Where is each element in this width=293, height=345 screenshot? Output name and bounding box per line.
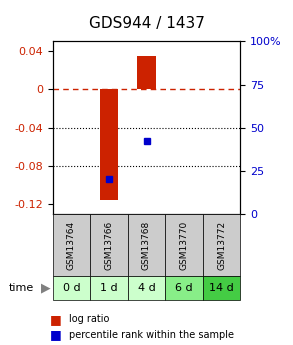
Text: 1 d: 1 d (100, 283, 118, 293)
Text: log ratio: log ratio (69, 314, 109, 324)
Text: GSM13768: GSM13768 (142, 220, 151, 269)
Text: GSM13770: GSM13770 (180, 220, 188, 269)
Bar (100, 89, 118, 199)
Bar (137, 56, 156, 89)
Text: GSM13772: GSM13772 (217, 220, 226, 269)
Text: 0 d: 0 d (63, 283, 80, 293)
Text: ■: ■ (50, 313, 62, 326)
Text: 6 d: 6 d (175, 283, 193, 293)
Text: ▶: ▶ (41, 282, 51, 295)
Text: 4 d: 4 d (138, 283, 155, 293)
Text: GSM13766: GSM13766 (105, 220, 113, 269)
Text: GSM13764: GSM13764 (67, 220, 76, 269)
Text: 14 d: 14 d (209, 283, 234, 293)
Text: GDS944 / 1437: GDS944 / 1437 (88, 16, 205, 31)
Text: time: time (9, 283, 34, 293)
Text: ■: ■ (50, 328, 62, 341)
Text: percentile rank within the sample: percentile rank within the sample (69, 330, 234, 339)
